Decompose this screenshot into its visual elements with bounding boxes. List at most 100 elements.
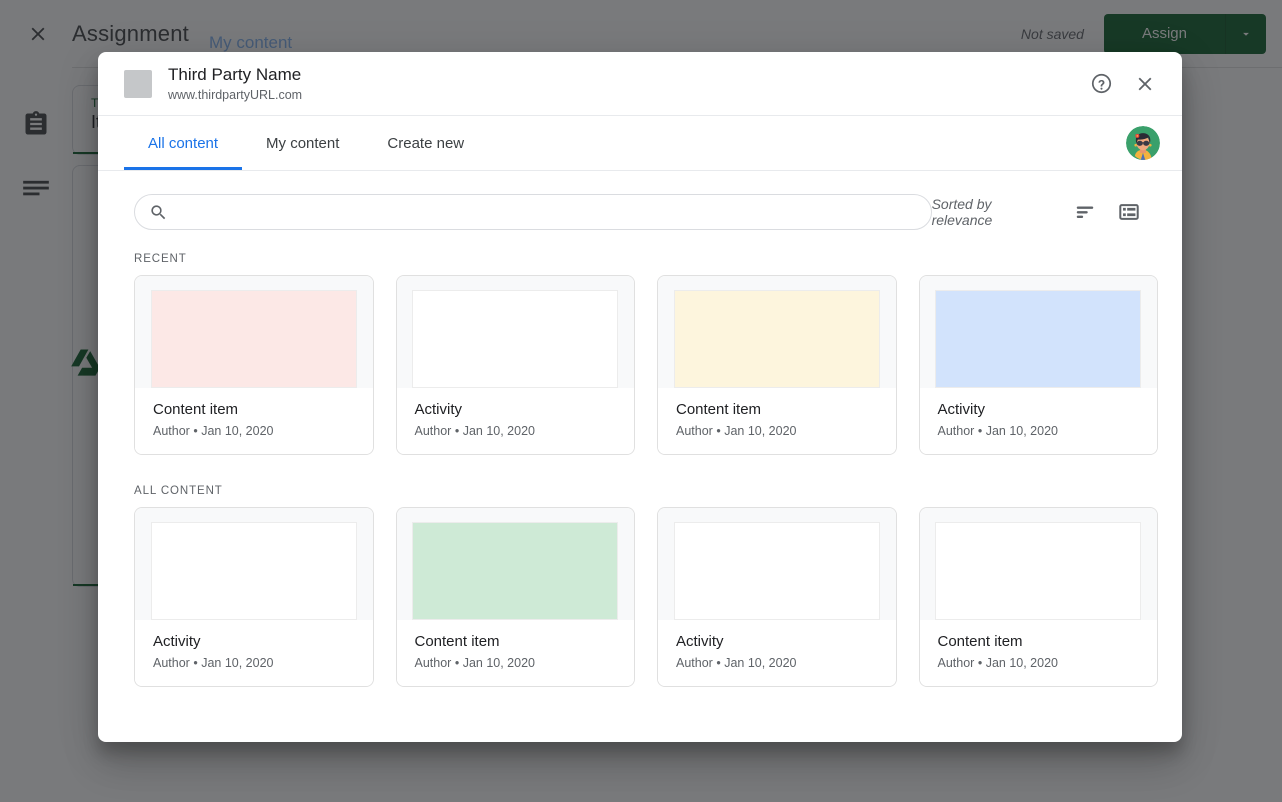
list-view-icon[interactable] (1114, 197, 1144, 227)
card-info: Content item Author • Jan 10, 2020 (919, 620, 1158, 686)
list-item[interactable]: Activity Author • Jan 10, 2020 (395, 275, 635, 455)
card-separator: • (977, 656, 983, 670)
card-meta: Author • Jan 10, 2020 (415, 423, 635, 440)
tab-create-new[interactable]: Create new (387, 134, 465, 152)
card-title: Content item (676, 401, 762, 418)
card-thumbnail (919, 276, 1157, 388)
list-item[interactable]: Activity Author • Jan 10, 2020 (134, 507, 374, 687)
card-date: Jan 10, 2020 (724, 424, 797, 438)
card-title: Content item (414, 633, 500, 650)
card-date: Jan 10, 2020 (201, 424, 274, 438)
sort-controls: Sorted by relevance (932, 196, 1158, 228)
card-thumbnail (396, 508, 634, 620)
card-date: Jan 10, 2020 (985, 424, 1058, 438)
card-info: Content item Author • Jan 10, 2020 (396, 620, 635, 686)
sort-label: Sorted by relevance (931, 196, 993, 228)
card-author: Author (937, 424, 975, 438)
dialog-header-text: Third Party Name www.thirdpartyURL.com (168, 64, 302, 104)
dialog-header-actions (1086, 69, 1182, 99)
section-label-all-content: All content (134, 485, 223, 497)
dialog-body: Sorted by relevance (98, 171, 1182, 687)
help-circle-icon[interactable] (1086, 69, 1116, 99)
card-info: Content item Author • Jan 10, 2020 (658, 388, 896, 454)
card-title: Activity (937, 401, 986, 418)
all-content-grid: Activity Author • Jan 10, 2020 Content i… (122, 507, 1158, 687)
app-placeholder-icon (124, 69, 152, 98)
list-item[interactable]: Content item Author • Jan 10, 2020 (657, 275, 897, 455)
card-thumbnail (396, 276, 634, 388)
dialog-app-name: Third Party Name (168, 64, 302, 84)
card-date: Jan 10, 2020 (985, 656, 1058, 670)
card-date: Jan 10, 2020 (724, 656, 797, 670)
card-separator: • (977, 424, 983, 438)
list-item[interactable]: Content item Author • Jan 10, 2020 (918, 507, 1158, 687)
section-label-recent: Recent (134, 253, 187, 265)
list-item[interactable]: Content item Author • Jan 10, 2020 (395, 507, 635, 687)
card-author: Author (937, 656, 975, 670)
sort-descending-icon[interactable] (1070, 197, 1100, 227)
card-info: Activity Author • Jan 10, 2020 (919, 388, 1158, 454)
card-author: Author (153, 656, 190, 670)
card-info: Activity Author • Jan 10, 2020 (135, 620, 373, 686)
card-separator: • (454, 656, 460, 670)
recent-grid: Content item Author • Jan 10, 2020 Activ… (122, 275, 1158, 455)
search-input[interactable] (180, 203, 917, 221)
list-item[interactable]: Activity Author • Jan 10, 2020 (918, 275, 1158, 455)
thumbnail-image (150, 522, 357, 620)
card-separator: • (193, 424, 198, 438)
card-thumbnail (135, 276, 373, 388)
dialog-tabs: All content My content Create new (98, 116, 1182, 171)
thumbnail-image (935, 290, 1142, 388)
card-thumbnail (658, 508, 896, 620)
card-separator: • (716, 656, 721, 670)
user-avatar-icon (1126, 126, 1160, 160)
dialog-header: Third Party Name www.thirdpartyURL.com (98, 52, 1182, 116)
card-title: Content item (153, 401, 239, 418)
card-meta: Author • Jan 10, 2020 (676, 423, 896, 440)
card-title: Activity (153, 633, 201, 650)
search-row: Sorted by relevance (122, 171, 1158, 253)
thumbnail-image (150, 290, 357, 388)
card-meta: Author • Jan 10, 2020 (938, 655, 1158, 672)
avatar[interactable] (1126, 116, 1182, 170)
tab-my-content[interactable]: My content (266, 134, 340, 152)
thumbnail-image (935, 522, 1142, 620)
section-spacer (122, 455, 1158, 485)
card-separator: • (716, 424, 721, 438)
card-title: Activity (676, 633, 724, 650)
search-box[interactable] (134, 194, 932, 230)
thumbnail-image (673, 290, 880, 388)
search-icon (151, 204, 166, 219)
card-meta: Author • Jan 10, 2020 (938, 423, 1158, 440)
list-item[interactable]: Activity Author • Jan 10, 2020 (657, 507, 897, 687)
card-author: Author (414, 656, 452, 670)
card-meta: Author • Jan 10, 2020 (676, 655, 896, 672)
card-thumbnail (919, 508, 1157, 620)
card-thumbnail (658, 276, 896, 388)
card-thumbnail (135, 508, 373, 620)
close-icon[interactable] (1130, 69, 1160, 99)
card-author: Author (153, 424, 190, 438)
card-info: Content item Author • Jan 10, 2020 (135, 388, 373, 454)
card-info: Activity Author • Jan 10, 2020 (658, 620, 896, 686)
card-title: Content item (937, 633, 1023, 650)
thumbnail-image (412, 290, 619, 388)
dialog-app-url: www.thirdpartyURL.com (168, 87, 303, 102)
card-separator: • (193, 656, 198, 670)
card-author: Author (676, 656, 713, 670)
card-title: Activity (414, 401, 463, 418)
thumbnail-image (412, 522, 619, 620)
card-meta: Author • Jan 10, 2020 (415, 655, 635, 672)
card-date: Jan 10, 2020 (201, 656, 274, 670)
card-meta: Author • Jan 10, 2020 (153, 655, 373, 672)
third-party-picker-dialog: Third Party Name www.thirdpartyURL.com A… (98, 52, 1182, 742)
card-separator: • (454, 424, 460, 438)
tab-all-content[interactable]: All content (124, 116, 243, 170)
thumbnail-image (673, 522, 880, 620)
card-date: Jan 10, 2020 (462, 424, 535, 438)
card-info: Activity Author • Jan 10, 2020 (396, 388, 635, 454)
card-author: Author (414, 424, 452, 438)
list-item[interactable]: Content item Author • Jan 10, 2020 (134, 275, 374, 455)
card-date: Jan 10, 2020 (462, 656, 535, 670)
